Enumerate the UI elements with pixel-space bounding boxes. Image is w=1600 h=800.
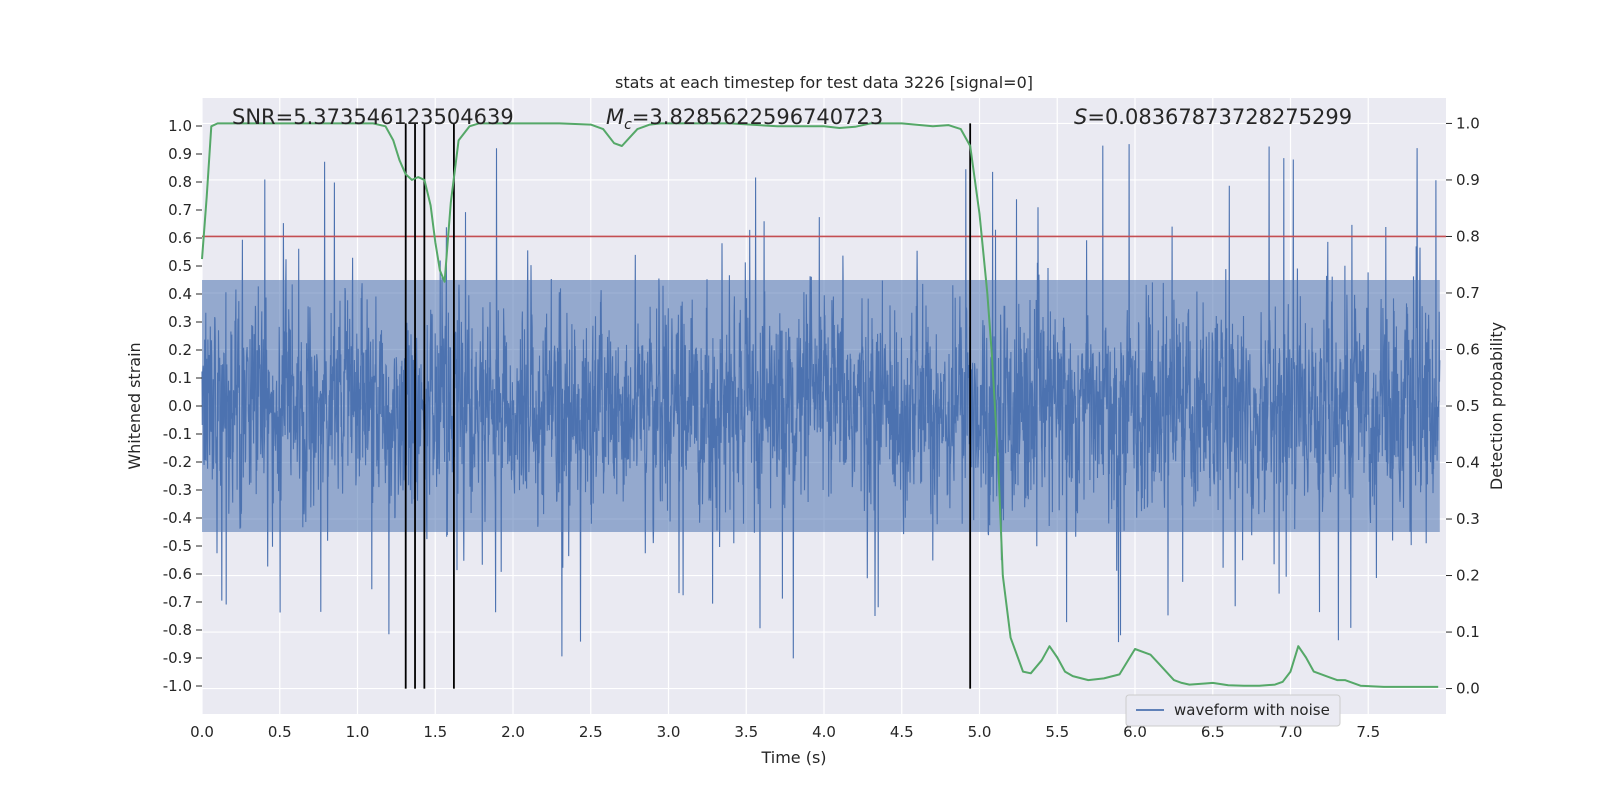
y-tick-label: 1.0	[168, 117, 192, 135]
y-tick-label: 0.0	[168, 397, 192, 415]
y-tick-label: -0.8	[163, 621, 192, 639]
x-tick-label: 4.5	[890, 723, 914, 741]
y-tick-label: 0.5	[168, 257, 192, 275]
y2-tick-label: 0.0	[1456, 680, 1480, 698]
x-tick-label: 1.5	[423, 723, 447, 741]
y-tick-label: -0.7	[163, 593, 192, 611]
y-tick-label: -1.0	[163, 677, 192, 695]
s-value: =0.08367873728275299	[1087, 105, 1352, 129]
x-tick-label: 7.0	[1279, 723, 1303, 741]
y-tick-label: -0.4	[163, 509, 192, 527]
detection-probability-group	[201, 122, 1439, 688]
y2-tick-label: 0.9	[1456, 171, 1480, 189]
right-y-ticks: 0.0 0.1 0.2 0.3 0.4 0.5 0.6 0.7 0.8 0.9 1.0	[1446, 114, 1480, 698]
snr-annotation: SNR=5.373546123504639	[232, 105, 514, 129]
legend: waveform with noise	[1125, 694, 1341, 727]
chart-title: stats at each timestep for test data 322…	[615, 73, 1033, 92]
y-tick-label: 0.6	[168, 229, 192, 247]
y-tick-label: 0.9	[168, 145, 192, 163]
chirp-mass-annotation: Mc=3.8285622596740723	[606, 105, 883, 133]
legend-box	[1125, 694, 1341, 727]
y-tick-label: -0.5	[163, 537, 192, 555]
y-tick-label: 0.8	[168, 173, 192, 191]
x-ticks: 0.0 0.5 1.0 1.5 2.0 2.5 3.0 3.5 4.0 4.5 5.0 5.5 6.0 6…	[190, 723, 1380, 741]
legend-label: waveform with noise	[1174, 701, 1330, 719]
y-axis-label: Whitened strain	[125, 342, 144, 469]
x-tick-label: 5.5	[1045, 723, 1069, 741]
y2-tick-label: 0.6	[1456, 340, 1480, 358]
x-tick-label: 6.5	[1201, 723, 1225, 741]
y2-tick-label: 0.8	[1456, 227, 1480, 245]
y-tick-label: -0.6	[163, 565, 192, 583]
y-tick-label: 0.4	[168, 285, 192, 303]
waveform-body	[202, 280, 1440, 532]
x-axis-label: Time (s)	[760, 748, 826, 767]
x-tick-label: 2.5	[579, 723, 603, 741]
x-tick-label: 4.0	[812, 723, 836, 741]
x-tick-label: 5.0	[968, 723, 992, 741]
x-tick-label: 3.5	[734, 723, 758, 741]
y2-tick-label: 0.2	[1456, 567, 1480, 585]
y-tick-label: 0.3	[168, 313, 192, 331]
waveform-series	[201, 144, 1441, 659]
y-tick-label: -0.9	[163, 649, 192, 667]
y-tick-label: -0.3	[163, 481, 192, 499]
x-tick-label: 0.0	[190, 723, 214, 741]
x-tick-label: 3.0	[657, 723, 681, 741]
y-tick-label: 0.1	[168, 369, 192, 387]
x-tick-label: 7.5	[1356, 723, 1380, 741]
s-annotation: S=0.08367873728275299	[1074, 105, 1352, 129]
y-tick-label: 0.2	[168, 341, 192, 359]
y2-tick-label: 0.4	[1456, 454, 1480, 472]
y2-tick-label: 0.7	[1456, 284, 1480, 302]
chirp-mass-symbol: M	[606, 105, 624, 129]
y2-tick-label: 0.5	[1456, 397, 1480, 415]
y2-axis-label: Detection probability	[1487, 322, 1506, 490]
vertical-markers	[404, 123, 972, 689]
chirp-mass-subscript: c	[624, 117, 632, 133]
y-tick-label: -0.2	[163, 453, 192, 471]
x-tick-label: 0.5	[268, 723, 292, 741]
left-y-ticks: -1.0 -0.9 -0.8 -0.7 -0.6 -0.5 -0.4 -0.3 -0.2 -0.1…	[163, 117, 202, 695]
s-symbol: S	[1074, 105, 1087, 129]
x-tick-label: 1.0	[346, 723, 370, 741]
y-tick-label: 0.7	[168, 201, 192, 219]
y2-tick-label: 0.1	[1456, 623, 1480, 641]
x-tick-label: 2.0	[501, 723, 525, 741]
y-tick-label: -0.1	[163, 425, 192, 443]
detection-probability-line	[201, 122, 1439, 688]
y2-tick-label: 1.0	[1456, 114, 1480, 132]
chirp-mass-value: =3.8285622596740723	[632, 105, 883, 129]
y2-tick-label: 0.3	[1456, 510, 1480, 528]
x-tick-label: 6.0	[1123, 723, 1147, 741]
